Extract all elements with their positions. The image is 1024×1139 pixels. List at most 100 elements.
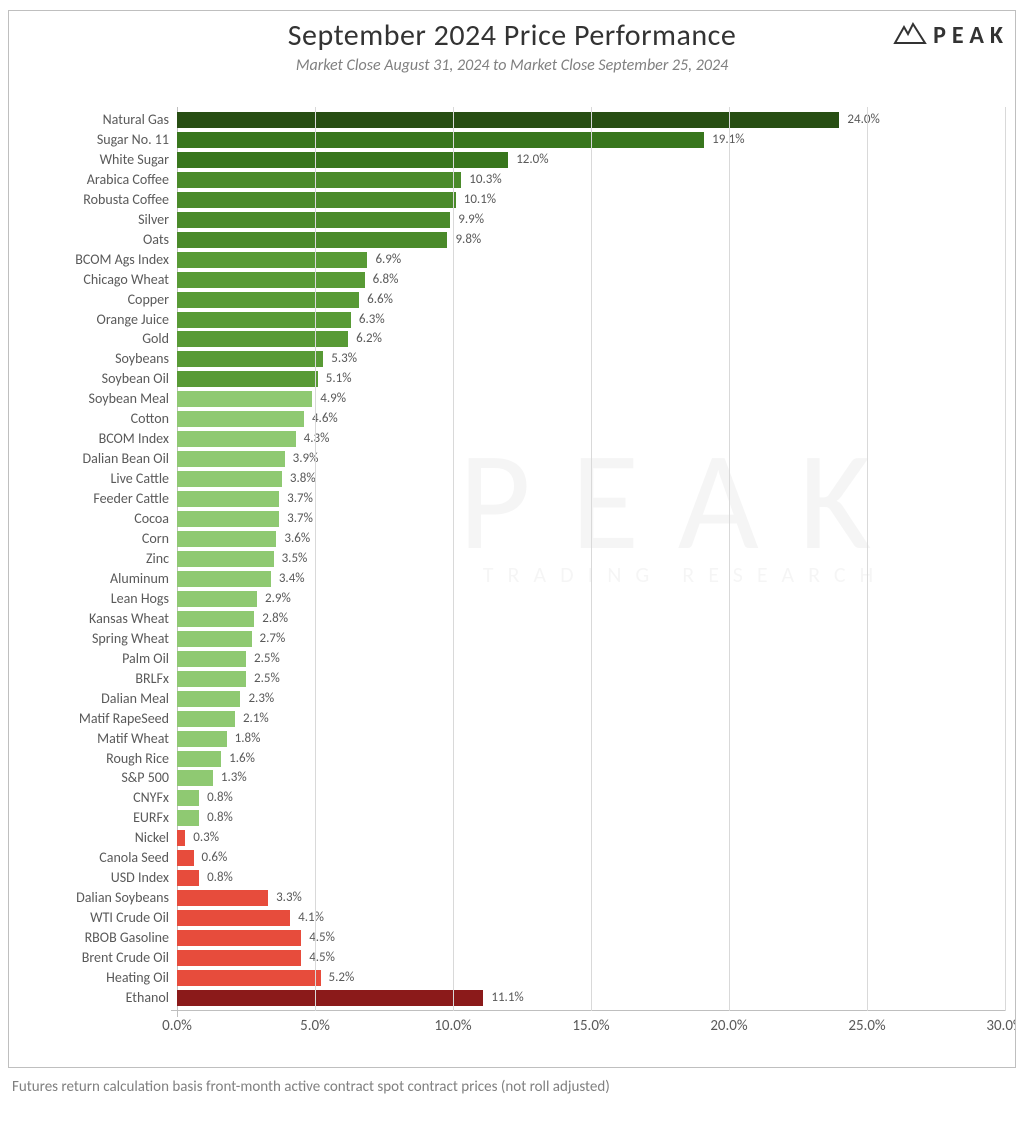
- category-label: Chicago Wheat: [83, 271, 177, 289]
- bar: 6.3%: [177, 312, 351, 328]
- data-label: 3.5%: [274, 551, 308, 567]
- data-label: 6.3%: [351, 312, 385, 328]
- data-label: 5.3%: [323, 351, 357, 367]
- category-label: Ethanol: [126, 989, 177, 1007]
- x-tick-label: 25.0%: [848, 1017, 885, 1035]
- x-tick-label: 10.0%: [434, 1017, 471, 1035]
- gridline: [453, 107, 454, 1011]
- bar: 5.1%: [177, 371, 318, 387]
- category-label: Silver: [138, 211, 177, 229]
- data-label: 24.0%: [839, 112, 879, 128]
- page: September 2024 Price Performance Market …: [0, 0, 1024, 1139]
- category-label: Canola Seed: [99, 849, 177, 867]
- category-label: Rough Rice: [106, 750, 177, 768]
- x-tick-label: 5.0%: [300, 1017, 330, 1035]
- bar: 3.6%: [177, 531, 276, 547]
- data-label: 5.2%: [321, 970, 355, 986]
- category-label: Natural Gas: [103, 111, 177, 129]
- data-label: 9.9%: [450, 212, 484, 228]
- category-label: RBOB Gasoline: [85, 929, 177, 947]
- category-label: Brent Crude Oil: [82, 949, 177, 967]
- category-label: BRLFx: [135, 670, 177, 688]
- bar: 1.3%: [177, 770, 213, 786]
- category-label: Lean Hogs: [111, 590, 177, 608]
- category-label: Soybean Oil: [102, 370, 177, 388]
- brand-text: PEAK: [933, 21, 1009, 50]
- bar: 0.8%: [177, 870, 199, 886]
- bar: 3.5%: [177, 551, 274, 567]
- category-label: BCOM Index: [99, 430, 177, 448]
- category-label: Corn: [142, 530, 177, 548]
- gridline: [867, 107, 868, 1011]
- category-label: Matif Wheat: [97, 730, 177, 748]
- bar: 3.8%: [177, 471, 282, 487]
- gridline: [315, 107, 316, 1011]
- bar: 4.6%: [177, 411, 304, 427]
- data-label: 0.8%: [199, 810, 233, 826]
- category-label: Cocoa: [134, 510, 177, 528]
- bar: 4.9%: [177, 391, 312, 407]
- bar: 2.7%: [177, 631, 252, 647]
- bar: 2.9%: [177, 591, 257, 607]
- category-label: USD Index: [111, 869, 177, 887]
- category-label: Palm Oil: [122, 650, 177, 668]
- data-label: 2.5%: [246, 651, 280, 667]
- category-label: Feeder Cattle: [93, 490, 177, 508]
- category-label: Matif RapeSeed: [79, 710, 177, 728]
- category-label: Nickel: [135, 829, 177, 847]
- category-label: Heating Oil: [106, 969, 177, 987]
- bar: 6.9%: [177, 252, 367, 268]
- category-label: WTI Crude Oil: [90, 909, 177, 927]
- category-label: Soybeans: [115, 350, 177, 368]
- bar: 5.3%: [177, 351, 323, 367]
- data-label: 3.8%: [282, 471, 316, 487]
- bar: 3.3%: [177, 890, 268, 906]
- data-label: 2.1%: [235, 711, 269, 727]
- bar: 6.6%: [177, 292, 359, 308]
- category-label: Spring Wheat: [92, 630, 177, 648]
- data-label: 19.1%: [704, 132, 744, 148]
- bar: 9.8%: [177, 232, 447, 248]
- bar: 6.8%: [177, 272, 365, 288]
- data-label: 4.9%: [312, 391, 346, 407]
- data-label: 3.6%: [276, 531, 310, 547]
- brand-logo: PEAK: [893, 21, 1009, 50]
- data-label: 2.9%: [257, 591, 291, 607]
- data-label: 10.1%: [456, 192, 496, 208]
- bar: 3.4%: [177, 571, 271, 587]
- footnote: Futures return calculation basis front-m…: [8, 1078, 1016, 1096]
- data-label: 0.8%: [199, 870, 233, 886]
- data-label: 12.0%: [508, 152, 548, 168]
- category-label: White Sugar: [100, 151, 177, 169]
- bar: 3.7%: [177, 511, 279, 527]
- bar: 2.5%: [177, 651, 246, 667]
- category-label: Oats: [143, 231, 177, 249]
- mountain-icon: [893, 21, 927, 50]
- category-label: Dalian Bean Oil: [83, 450, 177, 468]
- bar: 4.1%: [177, 910, 290, 926]
- gridline: [729, 107, 730, 1011]
- data-label: 1.8%: [227, 731, 261, 747]
- bar: 4.3%: [177, 431, 296, 447]
- bar: 2.8%: [177, 611, 254, 627]
- bar: 1.8%: [177, 731, 227, 747]
- bar: 11.1%: [177, 990, 483, 1006]
- bar: 2.1%: [177, 711, 235, 727]
- bar: 4.5%: [177, 950, 301, 966]
- x-axis-labels: 0.0%5.0%10.0%15.0%20.0%25.0%30.0%: [177, 1017, 1005, 1041]
- bar: 2.5%: [177, 671, 246, 687]
- data-label: 2.5%: [246, 671, 280, 687]
- data-label: 0.3%: [185, 830, 219, 846]
- x-axis-line: [171, 1010, 1005, 1011]
- category-label: Live Cattle: [110, 470, 177, 488]
- bar: 6.2%: [177, 331, 348, 347]
- gridline: [591, 107, 592, 1011]
- bar: 4.5%: [177, 930, 301, 946]
- category-label: CNYFx: [133, 789, 177, 807]
- plot-area: Natural Gas24.0%Sugar No. 1119.1%White S…: [177, 107, 1005, 1011]
- data-label: 6.6%: [359, 292, 393, 308]
- data-label: 1.6%: [221, 751, 255, 767]
- x-tick-label: 20.0%: [710, 1017, 747, 1035]
- category-label: BCOM Ags Index: [75, 251, 177, 269]
- data-label: 2.7%: [252, 631, 286, 647]
